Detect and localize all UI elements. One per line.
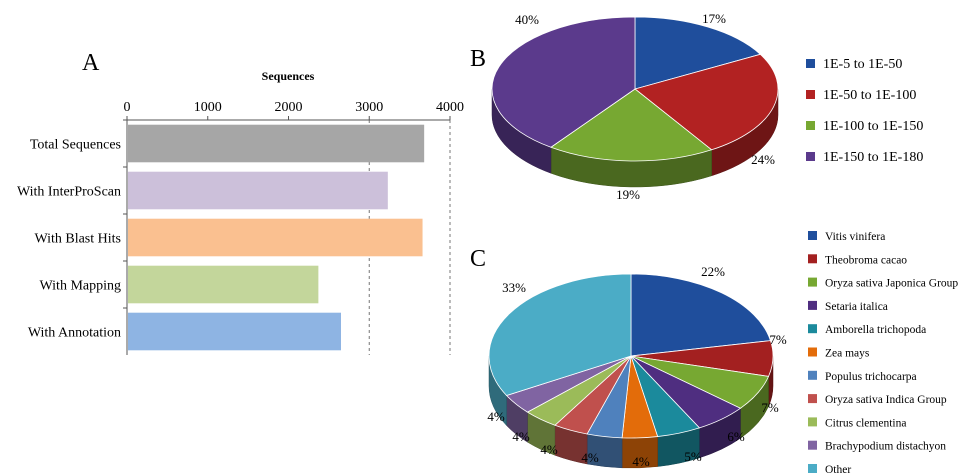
legend-swatch <box>806 90 815 99</box>
bar-category-label: With InterProScan <box>17 185 121 200</box>
pie-percent-label: 4% <box>487 409 505 424</box>
legend-label: Vitis vinifera <box>825 231 885 243</box>
sequences-bar-chart: Sequences 0 1000 2000 3000 4000 Total Sequen… <box>17 69 464 355</box>
pie-percent-label: 4% <box>540 442 558 457</box>
legend-label: 1E-5 to 1E-50 <box>823 57 902 72</box>
pie-percent-label: 40% <box>515 12 539 27</box>
bar <box>128 265 319 304</box>
bar-category-label: With Mapping <box>40 279 121 294</box>
pie-percent-label: 7% <box>761 400 779 415</box>
legend-label: Brachypodium distachyon <box>825 441 946 453</box>
legend-swatch <box>808 254 817 264</box>
legend-swatch <box>808 324 817 334</box>
pie-percent-label: 4% <box>581 450 599 465</box>
pie-percent-label: 22% <box>701 264 725 279</box>
bar <box>128 312 341 351</box>
bar <box>128 124 425 163</box>
panel-label-c: C <box>470 246 486 272</box>
pie-slice <box>550 88 713 162</box>
bar-tick-label: 4000 <box>436 100 464 115</box>
legend-swatch <box>808 464 817 473</box>
bar-tick-label: 2000 <box>275 100 303 115</box>
pie-slice <box>491 16 636 148</box>
legend-label: Oryza sativa Japonica Group <box>825 278 958 290</box>
bar-tick-label: 1000 <box>194 100 222 115</box>
legend-label: Oryza sativa Indica Group <box>825 394 947 406</box>
bar-category-label: With Annotation <box>28 326 121 341</box>
legend-label: 1E-100 to 1E-150 <box>823 119 923 134</box>
bar-category-label: With Blast Hits <box>34 232 121 247</box>
legend-label: Theobroma cacao <box>825 254 907 266</box>
bar <box>128 218 423 257</box>
bar-chart-bars <box>128 124 425 351</box>
bar-chart-ticks: 0 1000 2000 3000 4000 <box>124 100 464 120</box>
legend-swatch <box>806 59 815 68</box>
legend-swatch <box>808 231 817 240</box>
pie-percent-label: 4% <box>512 429 530 444</box>
legend-swatch <box>808 277 817 287</box>
legend-swatch <box>808 347 817 357</box>
pie-percent-labels: 22% 7% 7% 6% 5% 4% 4% 4% 4% 4% 33% <box>487 264 787 469</box>
bar <box>128 171 388 210</box>
pie-percent-label: 5% <box>684 449 702 464</box>
legend-swatch <box>806 152 815 161</box>
species-pie-chart: 22% 7% 7% 6% 5% 4% 4% 4% 4% 4% 33% <box>487 264 787 469</box>
evalue-pie-legend: 1E-5 to 1E-50 1E-50 to 1E-100 1E-100 to 1E… <box>806 57 923 165</box>
pie-top-faces <box>491 16 779 162</box>
bar-category-label: Total Sequences <box>30 138 121 153</box>
pie-top-faces <box>488 273 774 439</box>
legend-label: Setaria italica <box>825 301 888 313</box>
pie-percent-label: 24% <box>751 152 775 167</box>
legend-label: Zea mays <box>825 348 870 360</box>
bar-tick-label: 0 <box>124 100 131 115</box>
pie-percent-label: 19% <box>616 187 640 202</box>
evalue-pie-chart: 17% 24% 19% 40% <box>491 11 779 202</box>
panel-label-a: A <box>82 50 100 76</box>
bar-tick-label: 3000 <box>355 100 383 115</box>
legend-label: Other <box>825 464 851 474</box>
pie-side-walls <box>488 355 774 469</box>
pie-percent-labels: 17% 24% 19% 40% <box>515 11 775 202</box>
legend-swatch <box>808 370 817 380</box>
legend-label: Amborella trichopoda <box>825 324 926 336</box>
pie-percent-label: 17% <box>702 11 726 26</box>
legend-swatch <box>808 300 817 310</box>
legend-label: Citrus clementina <box>825 417 906 429</box>
pie-slice <box>630 273 772 357</box>
legend-label: 1E-150 to 1E-180 <box>823 150 923 165</box>
species-pie-legend: Vitis vinifera Theobroma cacao Oryza sativ… <box>808 231 958 474</box>
legend-swatch <box>808 440 817 450</box>
pie-percent-label: 7% <box>769 332 787 347</box>
legend-label: Populus trichocarpa <box>825 371 917 383</box>
legend-label: 1E-50 to 1E-100 <box>823 88 916 103</box>
legend-swatch <box>808 394 817 404</box>
legend-swatch <box>806 121 815 130</box>
legend-swatch <box>808 417 817 427</box>
panel-label-b: B <box>470 46 486 72</box>
pie-slice <box>634 16 762 90</box>
bar-chart-categories: Total Sequences With InterProScan With Bla… <box>17 119 127 341</box>
bar-chart-title: Sequences <box>262 69 315 83</box>
pie-percent-label: 33% <box>502 280 526 295</box>
pie-percent-label: 6% <box>727 429 745 444</box>
pie-slice <box>634 53 779 151</box>
pie-percent-label: 4% <box>632 454 650 469</box>
pie-slice <box>488 273 632 396</box>
